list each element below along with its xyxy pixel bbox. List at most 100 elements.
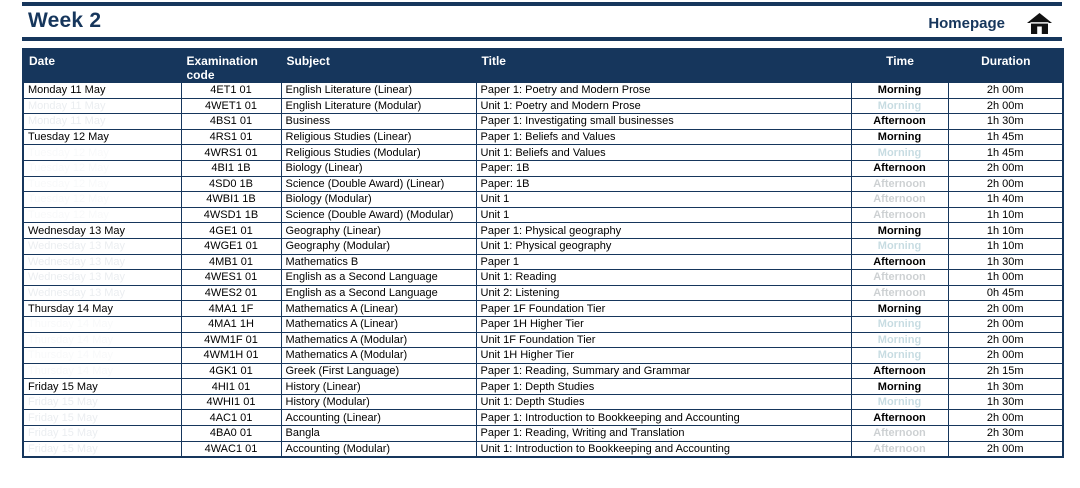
date-cell: Tuesday 12 May	[22, 128, 182, 146]
time-session-cell: Morning	[850, 128, 949, 146]
duration-cell: 1h 10m	[947, 206, 1064, 224]
duration-cell: 2h 00m	[947, 440, 1064, 458]
subject-cell: Science (Double Award) (Modular)	[280, 206, 477, 224]
duration-cell: 1h 30m	[947, 393, 1064, 411]
subject-cell: Biology (Linear)	[280, 159, 477, 177]
table-row: Wednesday 13 May 4WGE1 01 Geography (Modul…	[22, 237, 1064, 255]
time-session-cell: Morning	[850, 144, 949, 161]
exam-code-cell: 4BS1 01	[180, 113, 282, 130]
exam-code-cell: 4WSD1 1B	[180, 206, 282, 224]
time-session-cell: Morning	[850, 82, 949, 99]
duration-cell: 1h 10m	[947, 222, 1064, 239]
duration-cell: 2h 30m	[947, 425, 1064, 442]
duration-cell: 1h 45m	[947, 128, 1064, 146]
subject-cell: Accounting (Modular)	[280, 440, 477, 458]
date-cell: Monday 11 May	[22, 82, 182, 99]
date-cell: Friday 15 May	[22, 409, 182, 427]
time-session-cell: Morning	[850, 222, 949, 239]
subject-cell: Accounting (Linear)	[280, 409, 477, 427]
subject-cell: English as a Second Language	[280, 284, 477, 302]
subject-cell: History (Linear)	[280, 378, 477, 395]
subject-cell: Mathematics B	[280, 253, 477, 271]
time-session-cell: Afternoon	[850, 175, 949, 193]
duration-cell: 2h 00m	[947, 331, 1064, 349]
subject-cell: Geography (Modular)	[280, 237, 477, 255]
exam-code-cell: 4HI1 01	[180, 378, 282, 395]
time-session-cell: Afternoon	[850, 269, 949, 286]
table-row: Tuesday 12 May 4RS1 01 Religious Studies (…	[22, 128, 1064, 146]
exam-code-cell: 4WM1H 01	[180, 347, 282, 364]
date-cell: Tuesday 12 May	[22, 159, 182, 177]
table-row: Thursday 14 May 4MA1 1F Mathematics A (Lin…	[22, 300, 1064, 317]
column-header-exam-code: Examination code	[180, 48, 282, 83]
table-row: Monday 11 May 4WET1 01 English Literature …	[22, 97, 1064, 115]
time-session-cell: Afternoon	[850, 425, 949, 442]
time-session-cell: Morning	[850, 393, 949, 411]
home-icon[interactable]	[1027, 13, 1052, 34]
title-cell: Paper 1: Poetry and Modern Prose	[475, 82, 852, 99]
date-cell: Friday 15 May	[22, 425, 182, 442]
time-session-cell: Afternoon	[850, 191, 949, 208]
subject-cell: Bangla	[280, 425, 477, 442]
date-cell: Tuesday 12 May	[22, 144, 182, 161]
exam-code-cell: 4WM1F 01	[180, 331, 282, 349]
homepage-label: Homepage	[928, 15, 1005, 32]
exam-code-cell: 4WES2 01	[180, 284, 282, 302]
table-row: Wednesday 13 May 4WES1 01 English as a Sec…	[22, 269, 1064, 286]
time-session-cell: Morning	[850, 315, 949, 333]
title-cell: Paper 1: Reading, Summary and Grammar	[475, 362, 852, 380]
exam-code-cell: 4MB1 01	[180, 253, 282, 271]
subject-cell: Religious Studies (Modular)	[280, 144, 477, 161]
exam-code-cell: 4ET1 01	[180, 82, 282, 99]
title-cell: Unit 1: Poetry and Modern Prose	[475, 97, 852, 115]
duration-cell: 0h 45m	[947, 284, 1064, 302]
exam-code-cell: 4WAC1 01	[180, 440, 282, 458]
duration-cell: 2h 00m	[947, 347, 1064, 364]
date-cell: Wednesday 13 May	[22, 269, 182, 286]
exam-code-cell: 4AC1 01	[180, 409, 282, 427]
duration-cell: 1h 40m	[947, 191, 1064, 208]
date-cell: Tuesday 12 May	[22, 175, 182, 193]
date-cell: Wednesday 13 May	[22, 284, 182, 302]
date-cell: Thursday 14 May	[22, 300, 182, 317]
title-cell: Unit 1H Higher Tier	[475, 347, 852, 364]
exam-code-cell: 4WBI1 1B	[180, 191, 282, 208]
duration-cell: 2h 00m	[947, 175, 1064, 193]
duration-cell: 2h 15m	[947, 362, 1064, 380]
exam-code-cell: 4MA1 1F	[180, 300, 282, 317]
table-row: Friday 15 May 4BA0 01 Bangla Paper 1: Readi…	[22, 425, 1064, 442]
duration-cell: 1h 00m	[947, 269, 1064, 286]
title-cell: Paper 1F Foundation Tier	[475, 300, 852, 317]
subject-cell: Mathematics A (Modular)	[280, 347, 477, 364]
homepage-link[interactable]: Homepage	[928, 13, 1052, 34]
exam-code-cell: 4WRS1 01	[180, 144, 282, 161]
exam-code-cell: 4BI1 1B	[180, 159, 282, 177]
date-cell: Thursday 14 May	[22, 347, 182, 364]
exam-code-cell: 4BA0 01	[180, 425, 282, 442]
top-divider	[22, 2, 1062, 6]
date-cell: Friday 15 May	[22, 440, 182, 458]
time-session-cell: Morning	[850, 300, 949, 317]
time-session-cell: Morning	[850, 237, 949, 255]
subject-cell: English as a Second Language	[280, 269, 477, 286]
duration-cell: 2h 00m	[947, 159, 1064, 177]
subject-cell: Biology (Modular)	[280, 191, 477, 208]
title-cell: Unit 1F Foundation Tier	[475, 331, 852, 349]
table-row: Friday 15 May 4WHI1 01 History (Modular) Un…	[22, 393, 1064, 411]
duration-cell: 1h 30m	[947, 113, 1064, 130]
date-cell: Wednesday 13 May	[22, 237, 182, 255]
subject-cell: Mathematics A (Modular)	[280, 331, 477, 349]
time-session-cell: Morning	[850, 347, 949, 364]
date-cell: Wednesday 13 May	[22, 222, 182, 239]
exam-code-cell: 4WHI1 01	[180, 393, 282, 411]
table-row: Monday 11 May 4ET1 01 English Literature (…	[22, 82, 1064, 99]
title-cell: Paper 1: Beliefs and Values	[475, 128, 852, 146]
time-session-cell: Afternoon	[850, 362, 949, 380]
time-session-cell: Afternoon	[850, 159, 949, 177]
title-cell: Paper: 1B	[475, 159, 852, 177]
duration-cell: 1h 10m	[947, 237, 1064, 255]
title-cell: Paper 1: Physical geography	[475, 222, 852, 239]
duration-cell: 2h 00m	[947, 97, 1064, 115]
table-row: Wednesday 13 May 4MB1 01 Mathematics B Pape…	[22, 253, 1064, 271]
